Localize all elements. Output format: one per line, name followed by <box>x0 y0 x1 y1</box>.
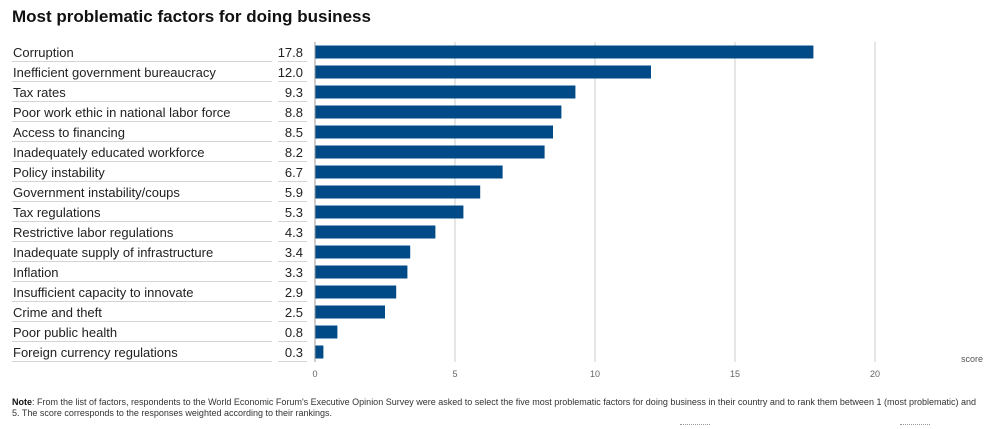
value-label: 8.8 <box>285 105 303 120</box>
value-label: 8.5 <box>285 125 303 140</box>
category-label: Poor public health <box>13 325 117 340</box>
bar <box>315 125 553 139</box>
cut-off-element <box>900 424 930 429</box>
value-label: 9.3 <box>285 85 303 100</box>
x-tick-label: 20 <box>870 369 880 379</box>
value-label: 0.3 <box>285 345 303 360</box>
bar <box>315 145 545 159</box>
bar-chart: 0 5 10 15 20 score Corruption 17.8 Inefficient g… <box>12 42 983 379</box>
bar <box>315 305 385 319</box>
category-label: Insufficient capacity to innovate <box>13 285 193 300</box>
category-label: Tax rates <box>13 85 66 100</box>
bar <box>315 245 411 259</box>
category-label: Policy instability <box>13 165 105 180</box>
value-label: 0.8 <box>285 325 303 340</box>
category-label: Poor work ethic in national labor force <box>13 105 231 120</box>
value-label: 5.9 <box>285 185 303 200</box>
value-label: 4.3 <box>285 225 303 240</box>
value-label: 12.0 <box>278 65 303 80</box>
value-label: 3.3 <box>285 265 303 280</box>
value-label: 2.9 <box>285 285 303 300</box>
x-tick-label: 10 <box>590 369 600 379</box>
category-label: Government instability/coups <box>13 185 180 200</box>
value-label: 6.7 <box>285 165 303 180</box>
bar <box>315 45 814 59</box>
x-axis-label: score <box>961 354 983 364</box>
category-label: Restrictive labor regulations <box>13 225 174 240</box>
note-label: Note <box>12 397 32 407</box>
chart-title: Most problematic factors for doing busin… <box>12 7 371 26</box>
cut-off-element <box>680 424 710 429</box>
x-tick-label: 15 <box>730 369 740 379</box>
x-tick-label: 0 <box>312 369 317 379</box>
bar <box>315 165 503 179</box>
category-label: Crime and theft <box>13 305 102 320</box>
category-label: Inadequately educated workforce <box>13 145 205 160</box>
category-label: Corruption <box>13 45 74 60</box>
category-label: Inefficient government bureaucracy <box>13 65 216 80</box>
category-label: Tax regulations <box>13 205 101 220</box>
value-label: 8.2 <box>285 145 303 160</box>
category-label: Inadequate supply of infrastructure <box>13 245 213 260</box>
value-label: 2.5 <box>285 305 303 320</box>
bar <box>315 265 408 279</box>
note-text: : From the list of factors, respondents … <box>12 397 976 418</box>
bar <box>315 225 436 239</box>
bar <box>315 205 464 219</box>
value-label: 5.3 <box>285 205 303 220</box>
bar <box>315 285 397 299</box>
category-label: Access to financing <box>13 125 125 140</box>
value-label: 17.8 <box>278 45 303 60</box>
x-tick-label: 5 <box>452 369 457 379</box>
bar <box>315 325 338 339</box>
value-label: 3.4 <box>285 245 303 260</box>
category-label: Inflation <box>13 265 59 280</box>
category-label: Foreign currency regulations <box>13 345 178 360</box>
bar <box>315 185 481 199</box>
bar <box>315 65 651 79</box>
bar <box>315 105 562 119</box>
bar <box>315 85 576 99</box>
bar <box>315 345 324 359</box>
chart-note: Note: From the list of factors, responde… <box>12 397 982 419</box>
